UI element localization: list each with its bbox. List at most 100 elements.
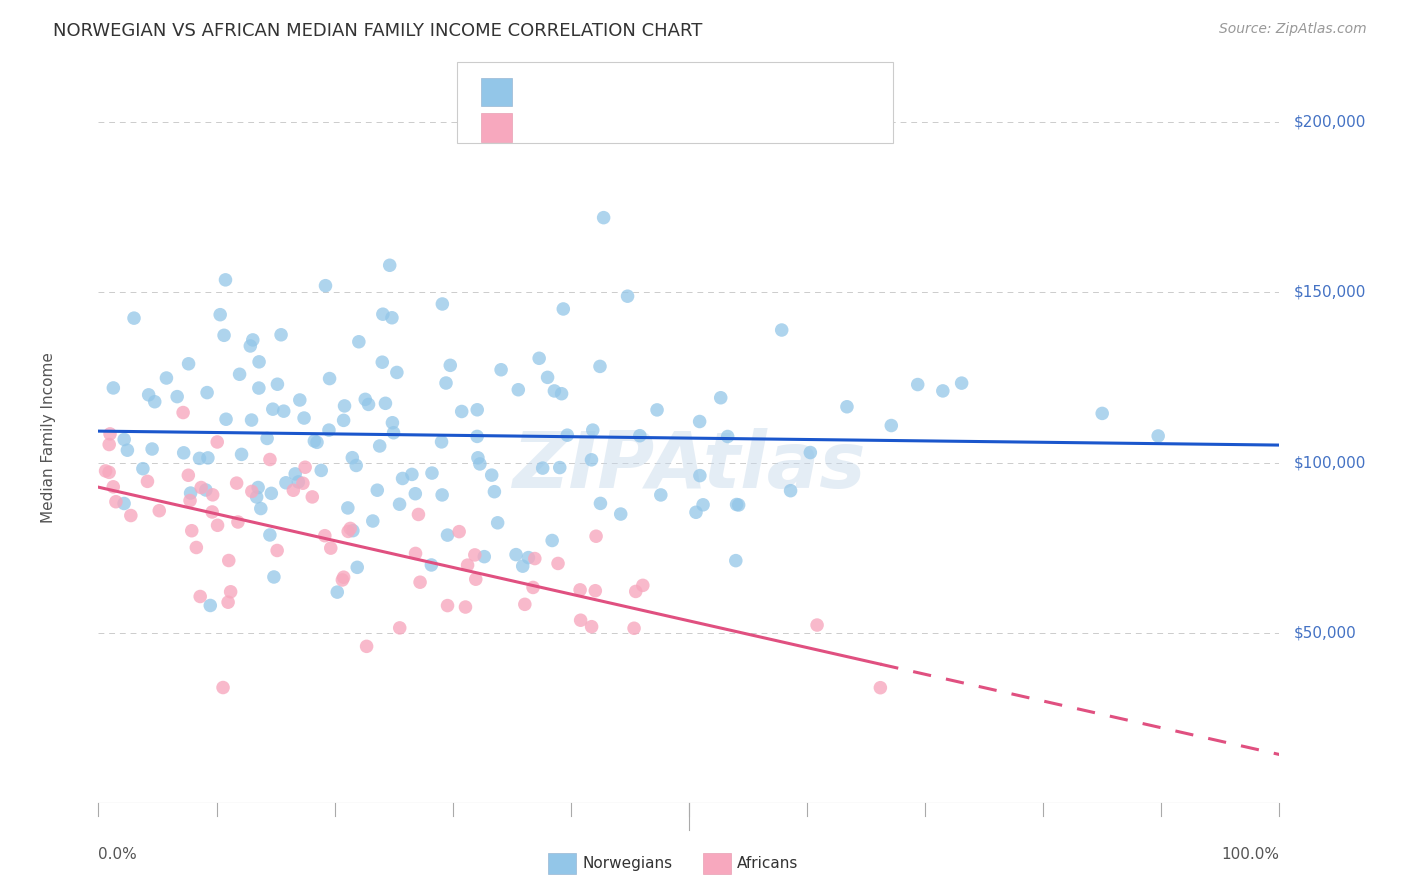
Point xyxy=(689,468,711,483)
Point xyxy=(249,501,271,516)
Point xyxy=(294,460,316,475)
Point xyxy=(513,598,536,612)
Point xyxy=(256,432,278,446)
Text: -0.364: -0.364 xyxy=(560,119,613,136)
Point xyxy=(188,590,211,604)
Point xyxy=(650,488,672,502)
Point xyxy=(326,585,349,599)
Point xyxy=(527,351,550,366)
Point xyxy=(148,504,170,518)
Point xyxy=(132,461,155,475)
Point xyxy=(288,392,311,407)
Point xyxy=(378,258,401,272)
Point xyxy=(337,524,360,539)
Point xyxy=(388,621,411,635)
Point xyxy=(430,434,453,449)
Point xyxy=(319,541,342,556)
Point xyxy=(616,289,638,303)
Point xyxy=(262,402,284,417)
Point xyxy=(332,570,354,584)
Point xyxy=(292,411,315,425)
Text: 100.0%: 100.0% xyxy=(1222,847,1279,862)
Text: Source: ZipAtlas.com: Source: ZipAtlas.com xyxy=(1219,22,1367,37)
Point xyxy=(408,508,430,522)
Point xyxy=(94,464,117,478)
Point xyxy=(361,514,384,528)
Text: $50,000: $50,000 xyxy=(1294,625,1357,640)
Point xyxy=(347,334,370,349)
Point xyxy=(541,533,564,548)
Point xyxy=(522,581,544,595)
Point xyxy=(645,403,668,417)
Point xyxy=(215,412,238,426)
Point xyxy=(401,467,423,482)
Point xyxy=(247,381,270,395)
Text: 0.0%: 0.0% xyxy=(98,847,138,862)
Point xyxy=(484,484,506,499)
Point xyxy=(274,475,297,490)
Point xyxy=(240,413,263,427)
Point xyxy=(273,404,295,418)
Point xyxy=(333,399,356,413)
Point xyxy=(717,429,740,443)
Point xyxy=(212,681,235,695)
Point xyxy=(190,481,212,495)
Point xyxy=(581,452,603,467)
Point xyxy=(624,584,647,599)
Point xyxy=(692,498,714,512)
Point xyxy=(581,620,603,634)
Point xyxy=(409,575,432,590)
Point xyxy=(454,600,477,615)
Point xyxy=(112,433,135,447)
Point xyxy=(172,406,194,420)
Point xyxy=(309,463,332,477)
Point xyxy=(173,446,195,460)
Point xyxy=(1147,429,1170,443)
Point xyxy=(201,505,224,519)
Text: ZIPAtlas: ZIPAtlas xyxy=(512,428,866,504)
Point xyxy=(304,434,326,448)
Point xyxy=(548,460,571,475)
Point xyxy=(385,366,408,380)
Point xyxy=(356,640,378,654)
Point xyxy=(291,476,314,491)
Point xyxy=(120,508,142,523)
Point xyxy=(344,458,367,473)
Point xyxy=(569,613,592,627)
Point xyxy=(727,498,749,512)
Point xyxy=(266,377,288,392)
Text: $100,000: $100,000 xyxy=(1294,455,1367,470)
Text: Norwegians: Norwegians xyxy=(582,856,672,871)
Point xyxy=(457,558,479,573)
Point xyxy=(225,476,247,491)
Point xyxy=(346,560,368,574)
Point xyxy=(517,550,540,565)
Point xyxy=(589,496,612,510)
Point xyxy=(368,439,391,453)
Point xyxy=(177,468,200,483)
Point xyxy=(464,572,486,586)
Point xyxy=(609,507,631,521)
Point xyxy=(155,371,177,385)
Point xyxy=(436,528,458,542)
Text: N =: N = xyxy=(630,83,666,101)
Point xyxy=(318,371,340,385)
Point xyxy=(315,278,337,293)
Text: R =: R = xyxy=(520,119,557,136)
Point xyxy=(336,500,359,515)
Point xyxy=(332,573,354,587)
Point xyxy=(194,483,217,497)
Point xyxy=(404,486,426,500)
Point xyxy=(869,681,891,695)
Point xyxy=(180,524,202,538)
Point xyxy=(1091,406,1114,420)
Point xyxy=(523,551,546,566)
Point xyxy=(489,363,512,377)
Point xyxy=(371,355,394,369)
Point xyxy=(486,516,509,530)
Point xyxy=(531,461,554,475)
Point xyxy=(318,423,340,437)
Text: Median Family Income: Median Family Income xyxy=(41,351,56,523)
Point xyxy=(228,368,250,382)
Point xyxy=(98,426,121,441)
